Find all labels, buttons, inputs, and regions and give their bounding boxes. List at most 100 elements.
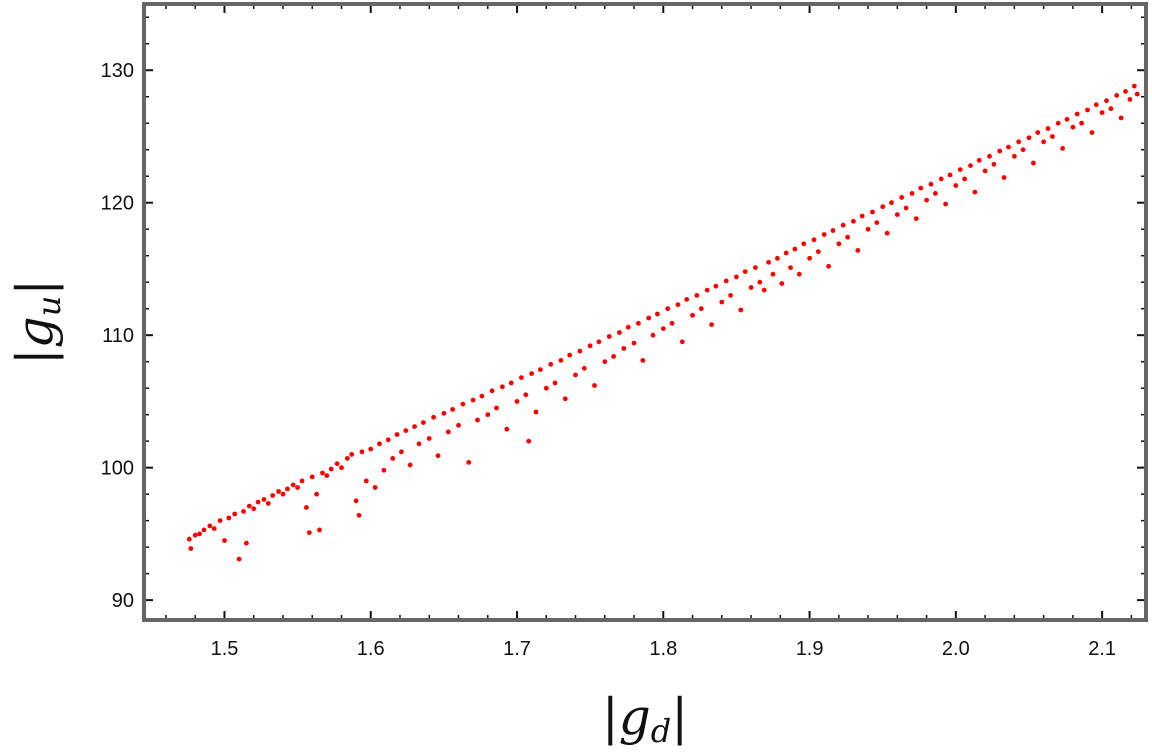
data-point [753,265,758,270]
data-point [1118,115,1124,121]
data-point [631,340,637,346]
data-point [815,249,821,255]
data-point [431,414,436,420]
data-point [1045,126,1051,131]
data-point [538,367,543,372]
data-point [186,536,192,542]
points-layer [186,83,1140,562]
data-point [359,449,365,455]
data-point [529,371,534,376]
data-point [255,499,261,505]
data-point [435,453,441,459]
data-point [646,315,652,321]
data-point [251,506,257,512]
data-point [543,385,549,391]
data-point [1099,110,1105,115]
x-tick-label: 2.1 [1088,638,1116,660]
data-point [742,269,748,274]
data-point [324,473,330,478]
data-point [953,183,959,188]
data-point [270,493,276,498]
x-tick-label: 1.9 [796,638,824,660]
data-point [226,515,232,521]
data-point [246,503,252,509]
x-axis-title: |gd| [602,688,688,750]
data-point [611,354,616,359]
data-point [770,271,776,277]
data-point [1127,97,1133,102]
data-point [353,498,359,504]
data-point [456,422,461,428]
data-point [304,505,309,510]
data-point [851,218,856,224]
data-point [913,216,919,222]
data-point [640,358,646,363]
data-point [328,466,334,472]
data-point [660,326,666,331]
data-point [222,538,227,543]
data-point [349,452,355,457]
data-point [299,478,305,484]
data-point [581,365,587,371]
data-point [617,330,622,335]
data-point [840,222,846,228]
y-tick-label: 110 [102,325,134,347]
data-point [508,380,514,386]
data-point [1085,107,1090,113]
data-point [1012,153,1017,159]
x-tick-label: 1.8 [649,638,677,660]
data-point [748,285,754,290]
data-point [232,511,238,517]
data-point [533,409,539,415]
plot-frame [142,2,1148,622]
data-point [1055,120,1061,126]
data-point [783,250,789,256]
data-point [265,501,271,506]
data-point [1006,144,1011,150]
data-point [368,446,374,452]
data-point [972,189,978,195]
data-point [558,358,564,363]
data-point [412,424,417,429]
x-tick-label: 1.7 [503,638,531,660]
data-point [470,397,476,403]
data-point [475,417,480,423]
x-tick-labels: 1.5 1.6 1.7 1.8 1.9 2.0 2.1 [211,638,1116,660]
data-point [573,372,578,378]
data-point [1050,134,1055,139]
data-point [650,332,656,338]
data-point [489,388,495,394]
data-point [997,148,1003,154]
data-point [592,383,597,388]
data-point [372,485,378,490]
data-point [684,297,690,302]
data-point [290,482,296,488]
data-point [334,461,340,467]
data-point [1035,130,1041,135]
data-point [991,161,997,167]
data-point [968,163,973,169]
data-point [1060,146,1065,151]
data-point [514,399,520,404]
data-point [690,312,695,318]
data-point [1108,106,1114,112]
data-point [792,246,798,252]
data-point [377,441,382,447]
data-point [207,523,213,529]
data-point [757,279,763,285]
data-point [719,299,725,305]
data-point [577,348,583,354]
data-point [807,255,812,261]
data-point [845,234,850,240]
data-point [519,375,524,380]
x-tick-label: 1.5 [211,638,239,660]
x-tick-label: 1.6 [357,638,385,660]
data-point [494,405,499,411]
data-point [390,456,396,461]
data-point [441,410,447,416]
data-point [801,241,807,247]
data-point [445,429,451,435]
data-point [1123,89,1128,94]
data-point [1074,111,1080,117]
